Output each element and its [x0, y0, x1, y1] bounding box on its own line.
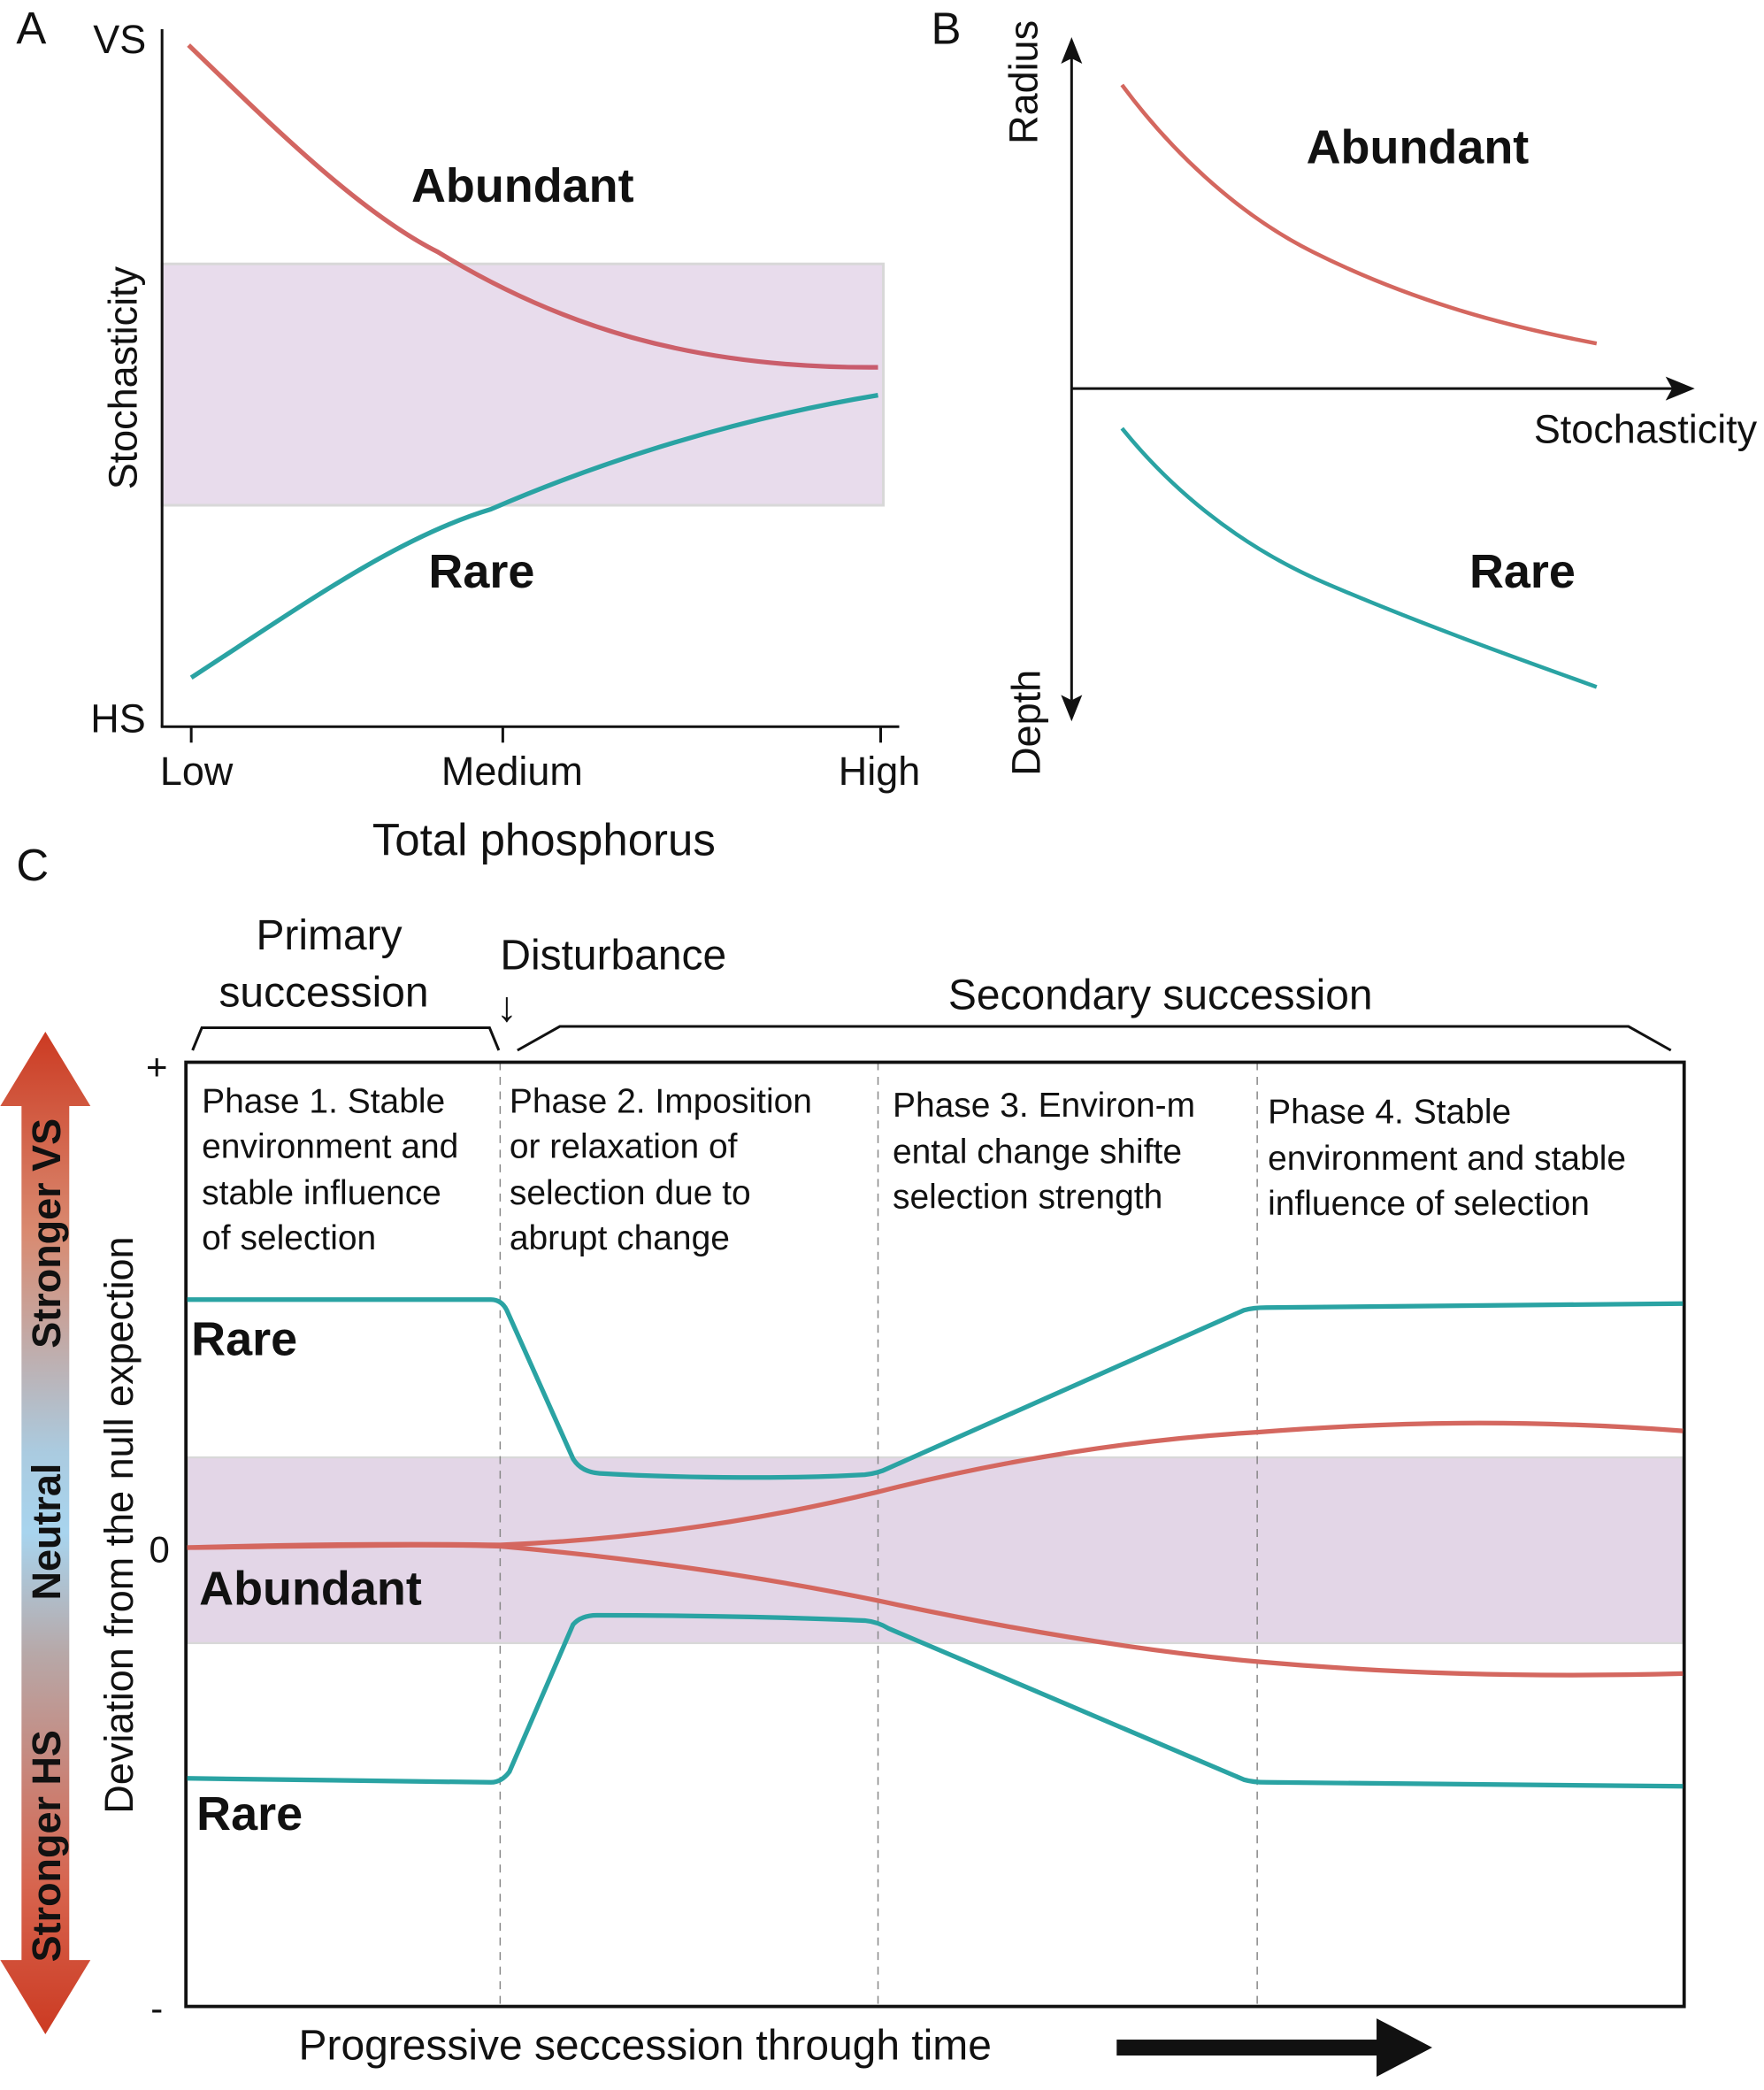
rare-upper-line — [187, 1297, 1683, 1480]
primary-succession-bracket — [191, 1026, 501, 1051]
phase-1-line: stable influence — [202, 1174, 441, 1212]
panel-b: B Radius Depth Stochasticity Abundant Ra… — [931, 3, 1757, 775]
gradient-label-stronger-vs: Stronger VS — [24, 1118, 69, 1349]
y-zero-label: 0 — [150, 1529, 170, 1571]
abundant-label: Abundant — [199, 1562, 422, 1615]
phase-3-line: ental change shifte — [893, 1133, 1182, 1171]
panel-c-plot-frame — [184, 1060, 1686, 2009]
disturbance-label: Disturbance — [500, 933, 726, 980]
panel-a-letter: A — [16, 3, 46, 53]
panel-b-arrow-up-icon — [1061, 36, 1083, 64]
panel-a-neutral-band — [160, 262, 885, 507]
panel-a-tick-label-low: Low — [160, 749, 234, 794]
panel-a-ylabel: Stochasticity — [101, 265, 146, 489]
disturbance-arrow-icon: ↓ — [496, 984, 518, 1031]
panel-a: A VS HS Low Medium High Total phosphorus… — [16, 3, 920, 864]
phase-1-line: Phase 1. Stable — [202, 1082, 445, 1120]
gradient-label-stronger-hs: Stronger HS — [24, 1730, 69, 1962]
panel-c-letter: C — [16, 840, 49, 890]
panel-a-y-top-label: VS — [93, 17, 146, 62]
phase-3-line: selection strength — [893, 1178, 1162, 1216]
panel-b-rare-label: Rare — [1469, 545, 1576, 598]
panel-c-ylabel: Deviation from the null expection — [96, 1236, 142, 1813]
phase-3-line: Phase 3. Environ-m — [893, 1087, 1195, 1125]
panel-b-xlabel: Stochasticity — [1534, 407, 1758, 452]
phase-2-line: Phase 2. Imposition — [510, 1082, 812, 1120]
time-arrow-icon — [1116, 2018, 1432, 2078]
phase-3-text: Phase 3. Environ-m ental change shifte s… — [893, 1087, 1195, 1216]
panel-b-arrow-right-icon — [1665, 376, 1695, 401]
phase-2-text: Phase 2. Imposition or relaxation of sel… — [510, 1082, 812, 1256]
phase-2-line: or relaxation of — [510, 1127, 738, 1165]
panel-c: C Primary succession Disturbance ↓ Secon… — [0, 840, 1686, 2078]
primary-succession-label-line2: succession — [219, 970, 428, 1017]
phase-4-text: Phase 4. Stable environment and stable i… — [1268, 1093, 1626, 1222]
panel-b-rare-line — [1120, 426, 1598, 689]
panel-c-xlabel: Progressive seccession through time — [299, 2023, 992, 2070]
panel-a-abundant-label: Abundant — [411, 159, 634, 212]
phase-4-line: Phase 4. Stable — [1268, 1093, 1511, 1131]
panel-b-letter: B — [931, 3, 961, 53]
phase-4-line: influence of selection — [1268, 1185, 1590, 1223]
rare-lower-label: Rare — [196, 1787, 303, 1840]
panel-b-abundant-line — [1120, 83, 1598, 346]
secondary-succession-label: Secondary succession — [948, 972, 1373, 1019]
y-plus-label: + — [146, 1046, 168, 1087]
abundant-lower-line — [187, 1542, 1683, 1678]
y-minus-label: - — [150, 1987, 163, 2029]
panel-a-rare-label: Rare — [428, 545, 534, 598]
secondary-succession-bracket — [517, 1025, 1672, 1052]
panel-b-depth-label: Depth — [1003, 670, 1048, 776]
panel-a-xlabel: Total phosphorus — [372, 815, 716, 865]
phase-2-line: abrupt change — [510, 1219, 730, 1257]
primary-succession-label-line1: Primary — [256, 912, 402, 959]
phase-1-line: environment and — [202, 1127, 458, 1165]
phase-2-line: selection due to — [510, 1174, 751, 1212]
panel-b-abundant-label: Abundant — [1307, 120, 1530, 173]
selection-strength-gradient-arrow — [0, 1032, 91, 2035]
panel-b-radius-label: Radius — [1001, 20, 1046, 144]
panel-a-tick-label-high: High — [839, 749, 920, 794]
panel-a-rare-line — [189, 393, 878, 680]
rare-upper-label: Rare — [191, 1313, 297, 1366]
panel-a-tick-label-medium: Medium — [441, 749, 583, 794]
panel-a-abundant-line — [187, 43, 878, 370]
phase-1-line: of selection — [202, 1219, 376, 1257]
panel-b-arrow-down-icon — [1061, 695, 1083, 722]
phase-1-text: Phase 1. Stable environment and stable i… — [202, 1082, 458, 1256]
gradient-label-neutral: Neutral — [24, 1464, 69, 1601]
panel-a-y-bottom-label: HS — [90, 695, 145, 741]
rare-lower-line — [187, 1612, 1683, 1789]
phase-4-line: environment and stable — [1268, 1140, 1626, 1178]
